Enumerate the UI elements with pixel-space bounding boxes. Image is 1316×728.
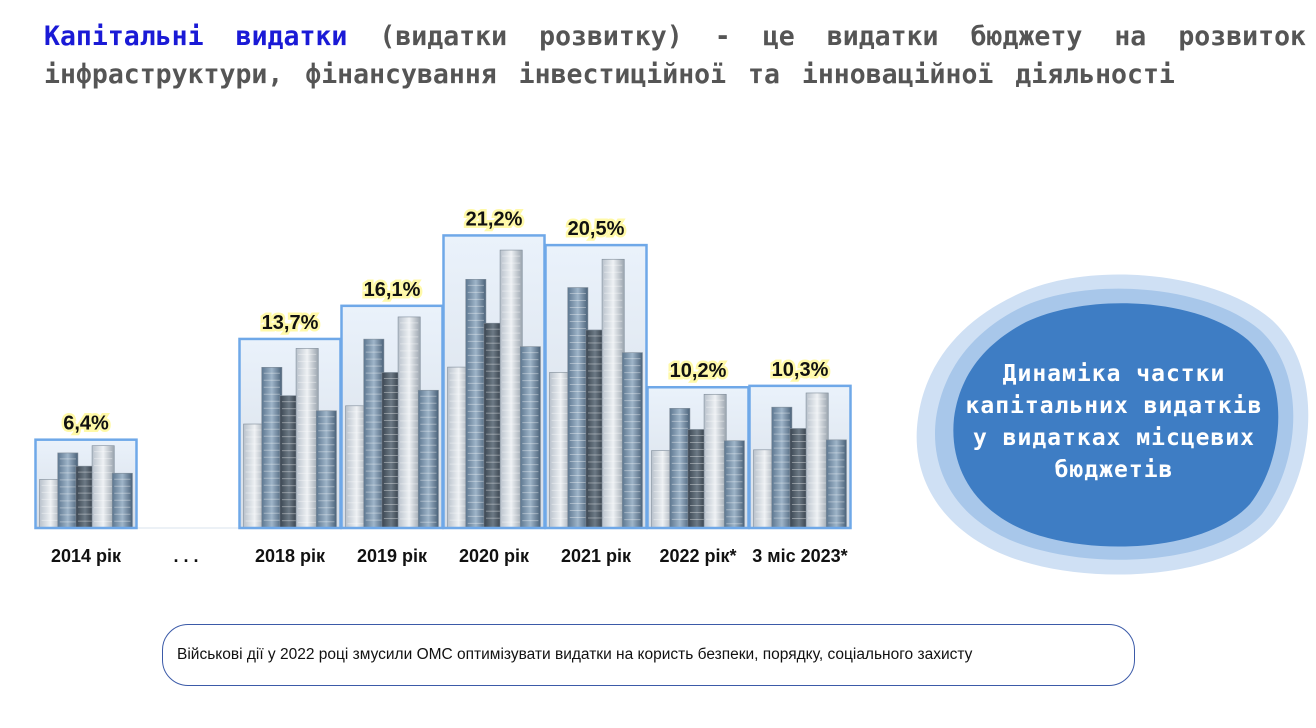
- data-label: 10,3%: [772, 359, 829, 381]
- chart-title-callout: Динаміка частки капітальних видатків у в…: [914, 268, 1312, 578]
- callout-line: капітальних видатків: [965, 393, 1263, 419]
- x-tick-label: 2018 рік: [255, 546, 326, 566]
- data-label: 10,2%: [670, 360, 727, 382]
- bar: [340, 304, 444, 530]
- bar: [238, 337, 342, 530]
- bar: [34, 438, 138, 530]
- data-label: 6,4%: [63, 413, 109, 435]
- callout-text: Динаміка частки капітальних видатків у в…: [934, 358, 1294, 486]
- bar: [646, 385, 750, 530]
- bar: [748, 384, 852, 530]
- data-label: 20,5%: [568, 218, 625, 240]
- x-tick-label: 2021 рік: [561, 546, 632, 566]
- x-tick-label: 2019 рік: [357, 546, 428, 566]
- x-tick-label: 2020 рік: [459, 546, 530, 566]
- capital-expenditure-bar-chart: 6,4% 13,7% 16,1% 21,2% 20,5% 10,2% 10,3% 2014 …: [34, 206, 852, 566]
- x-tick-label: 2014 рік: [51, 546, 122, 566]
- bar: [442, 234, 546, 530]
- callout-line: Динаміка частки: [1002, 361, 1226, 387]
- data-label: 16,1%: [364, 279, 421, 301]
- callout-line: бюджетів: [1054, 457, 1174, 483]
- headline: Капітальні видатки (видатки розвитку) - …: [44, 18, 1306, 94]
- callout-blob: [916, 274, 1309, 575]
- x-tick-label: . . .: [173, 546, 198, 566]
- bar: [544, 243, 648, 530]
- data-label: 13,7%: [262, 312, 319, 334]
- x-tick-label: 2022 рік*: [659, 546, 736, 566]
- data-label: 21,2%: [466, 208, 523, 230]
- x-tick-label: 3 міс 2023*: [752, 546, 847, 566]
- note-box: Військові дії у 2022 році змусили ОМС оп…: [162, 624, 1135, 686]
- headline-definition: (видатки розвитку) - це видатки бюджету …: [44, 21, 1306, 90]
- note-text: Військові дії у 2022 році змусили ОМС оп…: [177, 646, 973, 663]
- headline-term: Капітальні видатки: [44, 21, 348, 52]
- callout-line: у видатках місцевих: [972, 425, 1256, 451]
